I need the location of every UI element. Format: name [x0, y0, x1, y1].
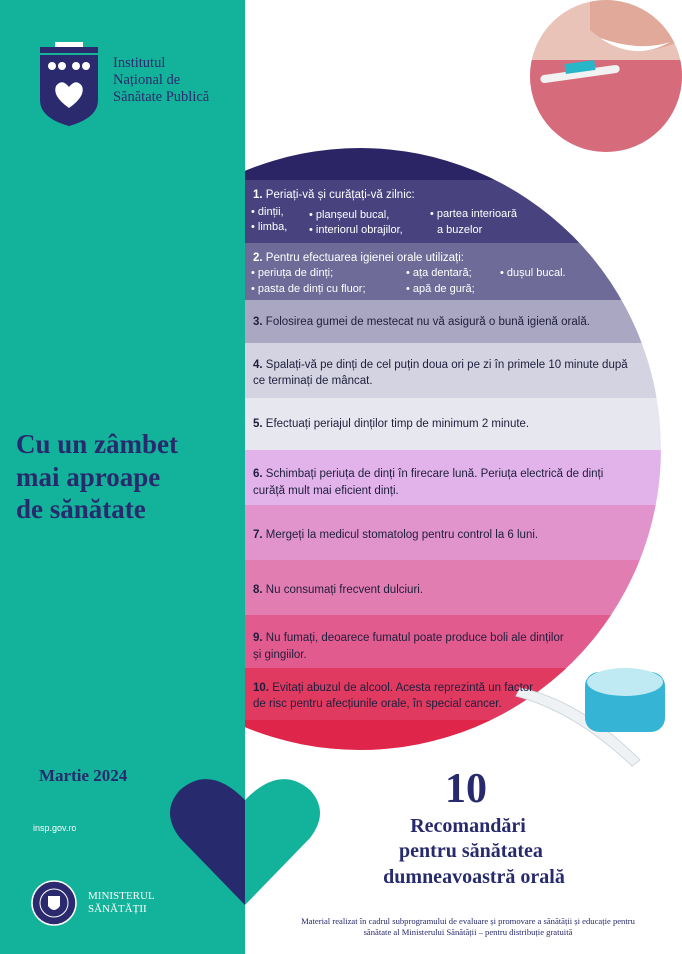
- recommendation: 3. Folosirea gumei de mestecat nu vă asi…: [253, 316, 590, 328]
- bullet: • interiorul obrajilor,: [309, 224, 403, 236]
- item-number: 7.: [253, 529, 263, 541]
- side-title: mai aproape: [16, 462, 160, 492]
- bullet: • dușul bucal.: [500, 267, 566, 279]
- logo-text: Național de: [113, 72, 180, 88]
- recommendation: 1. Periați-vă și curățați-vă zilnic:: [253, 189, 415, 201]
- item-number: 1.: [253, 189, 263, 201]
- item-number: 9.: [253, 632, 263, 644]
- recommendation-line: de risc pentru afecțiunile orale, în spe…: [253, 698, 502, 710]
- item-text: Spalați-vă pe dinți de cel puțin doua or…: [266, 359, 628, 371]
- item-text: Schimbați periuța de dinți în firecare l…: [266, 468, 604, 480]
- recommendation-line: ce terminați de mâncat.: [253, 375, 373, 387]
- item-text: Nu fumați, deoarece fumatul poate produc…: [266, 632, 564, 644]
- item-number: 4.: [253, 359, 263, 371]
- bullet: • partea interioară: [430, 208, 518, 220]
- date: Martie 2024: [39, 766, 128, 785]
- heart: [170, 779, 320, 905]
- item-text: Evitați abuzul de alcool. Acesta reprezi…: [272, 682, 533, 694]
- recommendation-line: și gingiilor.: [253, 649, 307, 661]
- item-text: Pentru efectuarea igienei orale utilizaț…: [266, 252, 464, 264]
- item-number: 6.: [253, 468, 263, 480]
- recommendations: 1. Periați-vă și curățați-vă zilnic: • d…: [251, 189, 628, 710]
- side-title: de sănătate: [16, 494, 146, 524]
- item-text: Nu consumați frecvent dulciuri.: [266, 584, 423, 596]
- bullet: • dinții,: [251, 206, 284, 218]
- ministry-name: SĂNĂTĂȚII: [88, 903, 147, 915]
- bullet: • pasta de dinți cu fluor;: [251, 283, 366, 295]
- footer-number: 10: [445, 766, 487, 812]
- recommendation: 2. Pentru efectuarea igienei orale utili…: [253, 252, 464, 264]
- recommendation: 7. Mergeți la medicul stomatolog pentru …: [253, 529, 538, 541]
- item-text: Folosirea gumei de mestecat nu vă asigur…: [266, 316, 590, 328]
- recommendation: 9. Nu fumați, deoarece fumatul poate pro…: [253, 632, 564, 644]
- logo-mark: [40, 42, 98, 126]
- item-number: 3.: [253, 316, 263, 328]
- item-number: 5.: [253, 418, 263, 430]
- footer-title: pentru sănătatea: [399, 840, 543, 862]
- bullet: • periuța de dinți;: [251, 267, 333, 279]
- recommendation-line: curăță mult mai eficient dinți.: [253, 485, 399, 497]
- website: insp.gov.ro: [33, 823, 76, 833]
- photo: [530, 0, 682, 152]
- bullet: • ața dentară;: [406, 267, 472, 279]
- logo-text: Sănătate Publică: [113, 89, 210, 105]
- bullet: a buzelor: [437, 224, 483, 236]
- recommendation: 6. Schimbați periuța de dinți în firecar…: [253, 468, 603, 480]
- item-text: Efectuați periajul dinților timp de mini…: [266, 418, 529, 430]
- recommendation: 5. Efectuați periajul dinților timp de m…: [253, 418, 529, 430]
- ministry-name: MINISTERUL: [88, 890, 155, 902]
- item-number: 10.: [253, 682, 269, 694]
- item-text: Mergeți la medicul stomatolog pentru con…: [266, 529, 538, 541]
- footer-note: sănătate al Ministerului Sănătății – pen…: [364, 927, 573, 937]
- recommendation: 10. Evitați abuzul de alcool. Acesta rep…: [253, 682, 533, 694]
- item-number: 8.: [253, 584, 263, 596]
- footer-title: Recomandări: [410, 815, 526, 837]
- recommendation: 4. Spalați-vă pe dinți de cel puțin doua…: [253, 359, 628, 371]
- bullet: • planșeul bucal,: [309, 209, 389, 221]
- side-title: Cu un zâmbet: [16, 429, 178, 459]
- recommendation: 8. Nu consumați frecvent dulciuri.: [253, 584, 423, 596]
- bullet: • apă de gură;: [406, 283, 475, 295]
- toothbrush-illustration: [515, 668, 665, 767]
- item-text: Periați-vă și curățați-vă zilnic:: [266, 189, 415, 201]
- footer-note: Material realizat în cadrul subprogramul…: [301, 916, 636, 926]
- bullet: • limba,: [251, 221, 287, 233]
- ministry-emblem: [31, 880, 77, 926]
- footer-title: dumneavoastră orală: [383, 866, 565, 888]
- logo-text: Institutul: [113, 55, 165, 71]
- item-number: 2.: [253, 252, 263, 264]
